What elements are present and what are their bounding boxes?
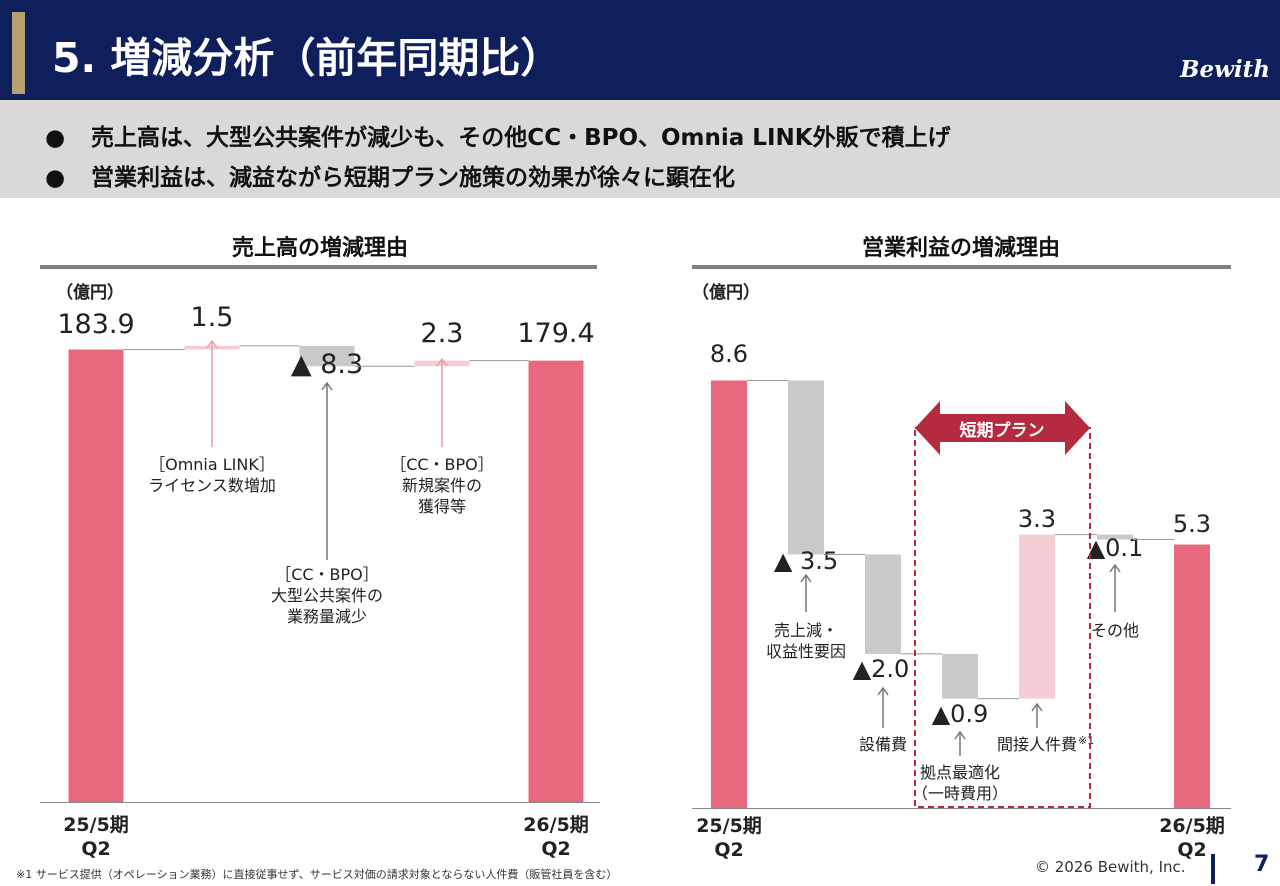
value-label: ▲0.1 [1087,534,1144,562]
header-banner: 5. 増減分析（前年同期比） Bewith [0,0,1280,100]
increase-bar [1019,534,1055,699]
page-title: 5. 増減分析（前年同期比） [52,34,562,82]
callout-note: その他 [1091,621,1139,640]
callout-arrow-head [1031,702,1043,712]
category-label: 26/5期 Q2 [523,814,589,860]
summary-bullet: ● 売上高は、大型公共案件が減少も、その他CC・BPO、Omnia LINK外販で… [45,118,951,152]
value-label: 183.9 [57,309,134,340]
sales-chart-title: 売上高の増減理由 [231,236,408,261]
summary-text: 売上高は、大型公共案件が減少も、その他CC・BPO、Omnia LINK外販で積… [91,125,951,151]
value-label: 179.4 [517,318,594,349]
value-label: 1.5 [191,302,234,333]
value-label: ▲0.9 [932,700,989,728]
value-label: 2.3 [421,318,464,349]
decrease-bar [299,345,355,367]
short-term-plan-box [914,427,1091,808]
bullet-dot-icon: ● [45,125,66,151]
value-label: 8.6 [710,340,748,368]
page-number-bar [1211,854,1215,884]
short-term-plan-label: 短期プラン [960,420,1045,441]
value-label: 3.3 [1018,505,1056,533]
footnote-mark: ※1 [1078,734,1094,747]
category-label: 26/5期 Q2 [1159,815,1225,861]
callout-note: 売上減・収益性要因 [766,621,846,661]
callout-note: 設備費 [859,735,907,754]
footnote: ※1 サービス提供（オペレーション業務）に直接従事せず、サービス対価の請求対象と… [16,868,618,881]
bullet-dot-icon: ● [45,165,66,191]
callout-note: ［CC・BPO］新規案件の獲得等 [390,455,494,516]
bewith-logo: Bewith [1180,56,1270,83]
decrease-bar [865,554,901,654]
value-label: ▲ 3.5 [774,547,838,575]
profit-title-rule [692,265,1231,269]
profit-unit-label: （億円） [692,283,760,303]
decrease-bar [1097,534,1133,540]
callout-arrow-head [954,730,966,740]
callout-arrow-head [877,686,889,696]
summary-text: 営業利益は、減益ながら短期プラン施策の効果が徐々に顕在化 [91,165,735,191]
copyright: © 2026 Bewith, Inc. [1035,858,1186,876]
total-bar [528,360,584,802]
profit-chart-title: 営業利益の増減理由 [861,236,1060,261]
page-number: 7 [1254,852,1270,877]
total-bar [711,380,747,808]
callout-arrow-head [1109,563,1121,573]
value-label: 5.3 [1173,510,1211,538]
total-bar [1174,544,1210,808]
summary-box: ● 売上高は、大型公共案件が減少も、その他CC・BPO、Omnia LINK外販で… [0,100,1280,198]
value-label: ▲ 8.3 [291,349,363,380]
header-accent-bar [12,12,25,94]
callout-arrow-head [321,381,333,391]
category-label: 25/5期 Q2 [696,815,762,861]
sales-unit-label: （億円） [56,283,124,303]
total-bar [68,349,124,802]
sales-title-rule [40,265,597,269]
decrease-bar [788,380,824,555]
summary-bullet: ● 営業利益は、減益ながら短期プラン施策の効果が徐々に顕在化 [45,158,735,192]
callout-arrow-head [206,339,218,349]
category-label: 25/5期 Q2 [63,814,129,860]
decrease-bar [942,653,978,699]
value-label: ▲2.0 [853,655,910,683]
callout-note: 拠点最適化（一時費用） [912,763,1008,803]
callout-note: ［CC・BPO］大型公共案件の業務量減少 [271,565,383,626]
callout-arrow-head [436,357,448,367]
callout-note: ［Omnia LINK］ライセンス数増加 [148,455,276,495]
callout-arrow-head [800,573,812,583]
callout-note: 間接人件費 [997,735,1077,754]
short-term-plan-arrow [915,401,1090,455]
